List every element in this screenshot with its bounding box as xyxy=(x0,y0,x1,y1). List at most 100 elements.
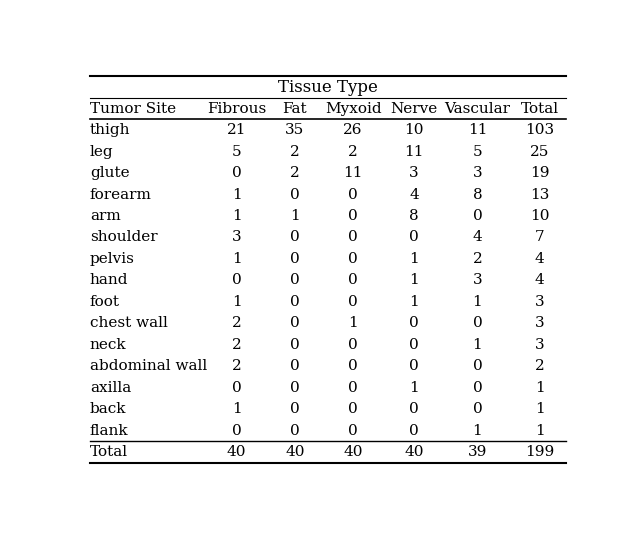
Text: 1: 1 xyxy=(232,209,242,223)
Text: 0: 0 xyxy=(472,359,483,373)
Text: 10: 10 xyxy=(404,123,424,137)
Text: 0: 0 xyxy=(348,381,358,395)
Text: 2: 2 xyxy=(290,145,300,159)
Text: 21: 21 xyxy=(227,123,246,137)
Text: 35: 35 xyxy=(285,123,305,137)
Text: 0: 0 xyxy=(409,359,419,373)
Text: 26: 26 xyxy=(344,123,363,137)
Text: 0: 0 xyxy=(472,209,483,223)
Text: 25: 25 xyxy=(530,145,549,159)
Text: 0: 0 xyxy=(232,166,242,180)
Text: 2: 2 xyxy=(290,166,300,180)
Text: 0: 0 xyxy=(348,338,358,352)
Text: 0: 0 xyxy=(409,231,419,245)
Text: Total: Total xyxy=(520,101,559,116)
Text: 0: 0 xyxy=(409,423,419,438)
Text: 0: 0 xyxy=(348,231,358,245)
Text: 4: 4 xyxy=(409,187,419,201)
Text: 1: 1 xyxy=(290,209,300,223)
Text: thigh: thigh xyxy=(90,123,131,137)
Text: 13: 13 xyxy=(530,187,549,201)
Text: 2: 2 xyxy=(348,145,358,159)
Text: Tumor Site: Tumor Site xyxy=(90,101,176,116)
Text: hand: hand xyxy=(90,273,129,287)
Text: 0: 0 xyxy=(290,423,300,438)
Text: 10: 10 xyxy=(530,209,549,223)
Text: 5: 5 xyxy=(232,145,241,159)
Text: 0: 0 xyxy=(348,359,358,373)
Text: 0: 0 xyxy=(290,316,300,331)
Text: forearm: forearm xyxy=(90,187,152,201)
Text: 1: 1 xyxy=(232,187,242,201)
Text: 0: 0 xyxy=(232,423,242,438)
Text: 40: 40 xyxy=(344,445,363,459)
Text: 2: 2 xyxy=(232,338,242,352)
Text: 2: 2 xyxy=(472,252,483,266)
Text: arm: arm xyxy=(90,209,121,223)
Text: 0: 0 xyxy=(472,316,483,331)
Text: 0: 0 xyxy=(348,402,358,416)
Text: 1: 1 xyxy=(232,252,242,266)
Text: 11: 11 xyxy=(404,145,424,159)
Text: 3: 3 xyxy=(232,231,241,245)
Text: 0: 0 xyxy=(409,316,419,331)
Text: 11: 11 xyxy=(344,166,363,180)
Text: axilla: axilla xyxy=(90,381,131,395)
Text: 0: 0 xyxy=(348,295,358,309)
Text: foot: foot xyxy=(90,295,120,309)
Text: 1: 1 xyxy=(472,295,483,309)
Text: 0: 0 xyxy=(290,359,300,373)
Text: 1: 1 xyxy=(348,316,358,331)
Text: 4: 4 xyxy=(535,273,545,287)
Text: 0: 0 xyxy=(290,338,300,352)
Text: 1: 1 xyxy=(409,273,419,287)
Text: 0: 0 xyxy=(409,338,419,352)
Text: 1: 1 xyxy=(409,295,419,309)
Text: 1: 1 xyxy=(472,423,483,438)
Text: 3: 3 xyxy=(409,166,419,180)
Text: 1: 1 xyxy=(535,381,545,395)
Text: 0: 0 xyxy=(290,231,300,245)
Text: glute: glute xyxy=(90,166,129,180)
Text: 3: 3 xyxy=(473,166,483,180)
Text: 1: 1 xyxy=(232,402,242,416)
Text: 1: 1 xyxy=(409,252,419,266)
Text: 8: 8 xyxy=(473,187,483,201)
Text: 8: 8 xyxy=(409,209,419,223)
Text: 0: 0 xyxy=(348,252,358,266)
Text: 11: 11 xyxy=(468,123,487,137)
Text: 5: 5 xyxy=(473,145,483,159)
Text: neck: neck xyxy=(90,338,127,352)
Text: 0: 0 xyxy=(348,209,358,223)
Text: 1: 1 xyxy=(535,402,545,416)
Text: 0: 0 xyxy=(472,381,483,395)
Text: leg: leg xyxy=(90,145,113,159)
Text: back: back xyxy=(90,402,127,416)
Text: shoulder: shoulder xyxy=(90,231,157,245)
Text: 1: 1 xyxy=(535,423,545,438)
Text: 3: 3 xyxy=(473,273,483,287)
Text: 4: 4 xyxy=(472,231,483,245)
Text: 4: 4 xyxy=(535,252,545,266)
Text: chest wall: chest wall xyxy=(90,316,168,331)
Text: 0: 0 xyxy=(290,252,300,266)
Text: 2: 2 xyxy=(535,359,545,373)
Text: 0: 0 xyxy=(232,273,242,287)
Text: 0: 0 xyxy=(472,402,483,416)
Text: 199: 199 xyxy=(525,445,554,459)
Text: 0: 0 xyxy=(290,273,300,287)
Text: abdominal wall: abdominal wall xyxy=(90,359,207,373)
Text: Fat: Fat xyxy=(283,101,307,116)
Text: pelvis: pelvis xyxy=(90,252,135,266)
Text: 2: 2 xyxy=(232,316,242,331)
Text: 0: 0 xyxy=(290,295,300,309)
Text: 3: 3 xyxy=(535,295,545,309)
Text: 1: 1 xyxy=(409,381,419,395)
Text: 0: 0 xyxy=(290,402,300,416)
Text: flank: flank xyxy=(90,423,129,438)
Text: 3: 3 xyxy=(535,316,545,331)
Text: 1: 1 xyxy=(232,295,242,309)
Text: 0: 0 xyxy=(409,402,419,416)
Text: 40: 40 xyxy=(285,445,305,459)
Text: 0: 0 xyxy=(232,381,242,395)
